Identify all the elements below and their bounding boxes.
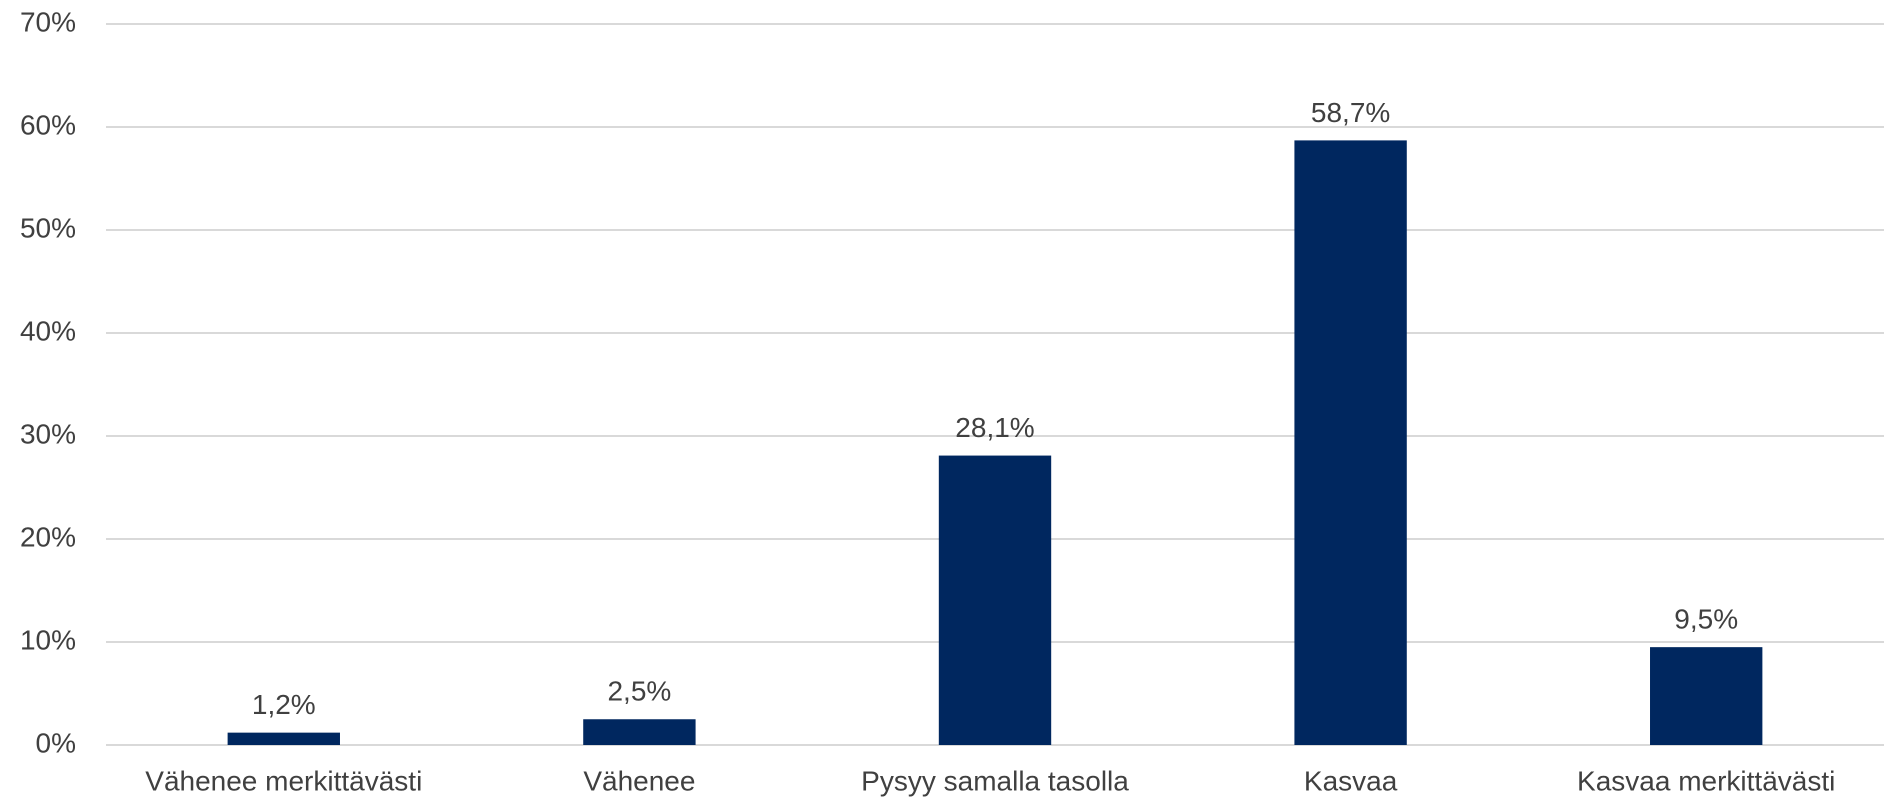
- value-label: 9,5%: [1674, 604, 1738, 635]
- bar: [583, 719, 696, 745]
- y-tick-label: 20%: [20, 521, 76, 552]
- x-tick-label: Vähenee: [583, 765, 695, 796]
- bar: [227, 732, 340, 745]
- y-tick-label: 40%: [20, 315, 76, 346]
- x-tick-label: Kasvaa: [1304, 765, 1398, 796]
- y-tick-label: 60%: [20, 109, 76, 140]
- bar: [1650, 647, 1763, 745]
- y-tick-label: 10%: [20, 624, 76, 655]
- y-tick-label: 30%: [20, 418, 76, 449]
- y-tick-label: 70%: [20, 6, 76, 37]
- bar: [938, 455, 1052, 745]
- value-label: 1,2%: [252, 689, 316, 720]
- y-tick-label: 0%: [36, 727, 76, 758]
- value-label: 28,1%: [955, 412, 1034, 443]
- value-label: 58,7%: [1311, 97, 1390, 128]
- value-label: 2,5%: [607, 676, 671, 707]
- x-tick-label: Pysyy samalla tasolla: [861, 765, 1129, 796]
- y-tick-label: 50%: [20, 212, 76, 243]
- bar: [1294, 140, 1407, 745]
- x-tick-label: Vähenee merkittävästi: [145, 765, 422, 796]
- x-tick-label: Kasvaa merkittävästi: [1577, 765, 1835, 796]
